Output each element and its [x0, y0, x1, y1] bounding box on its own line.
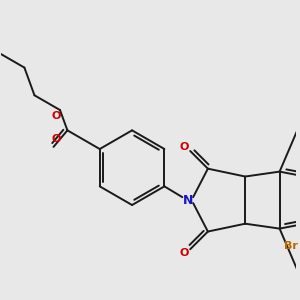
Text: O: O	[180, 142, 189, 152]
Text: Br: Br	[284, 241, 298, 251]
Text: O: O	[180, 248, 189, 258]
Text: N: N	[183, 194, 194, 207]
Text: O: O	[51, 111, 61, 121]
Text: O: O	[52, 134, 61, 144]
